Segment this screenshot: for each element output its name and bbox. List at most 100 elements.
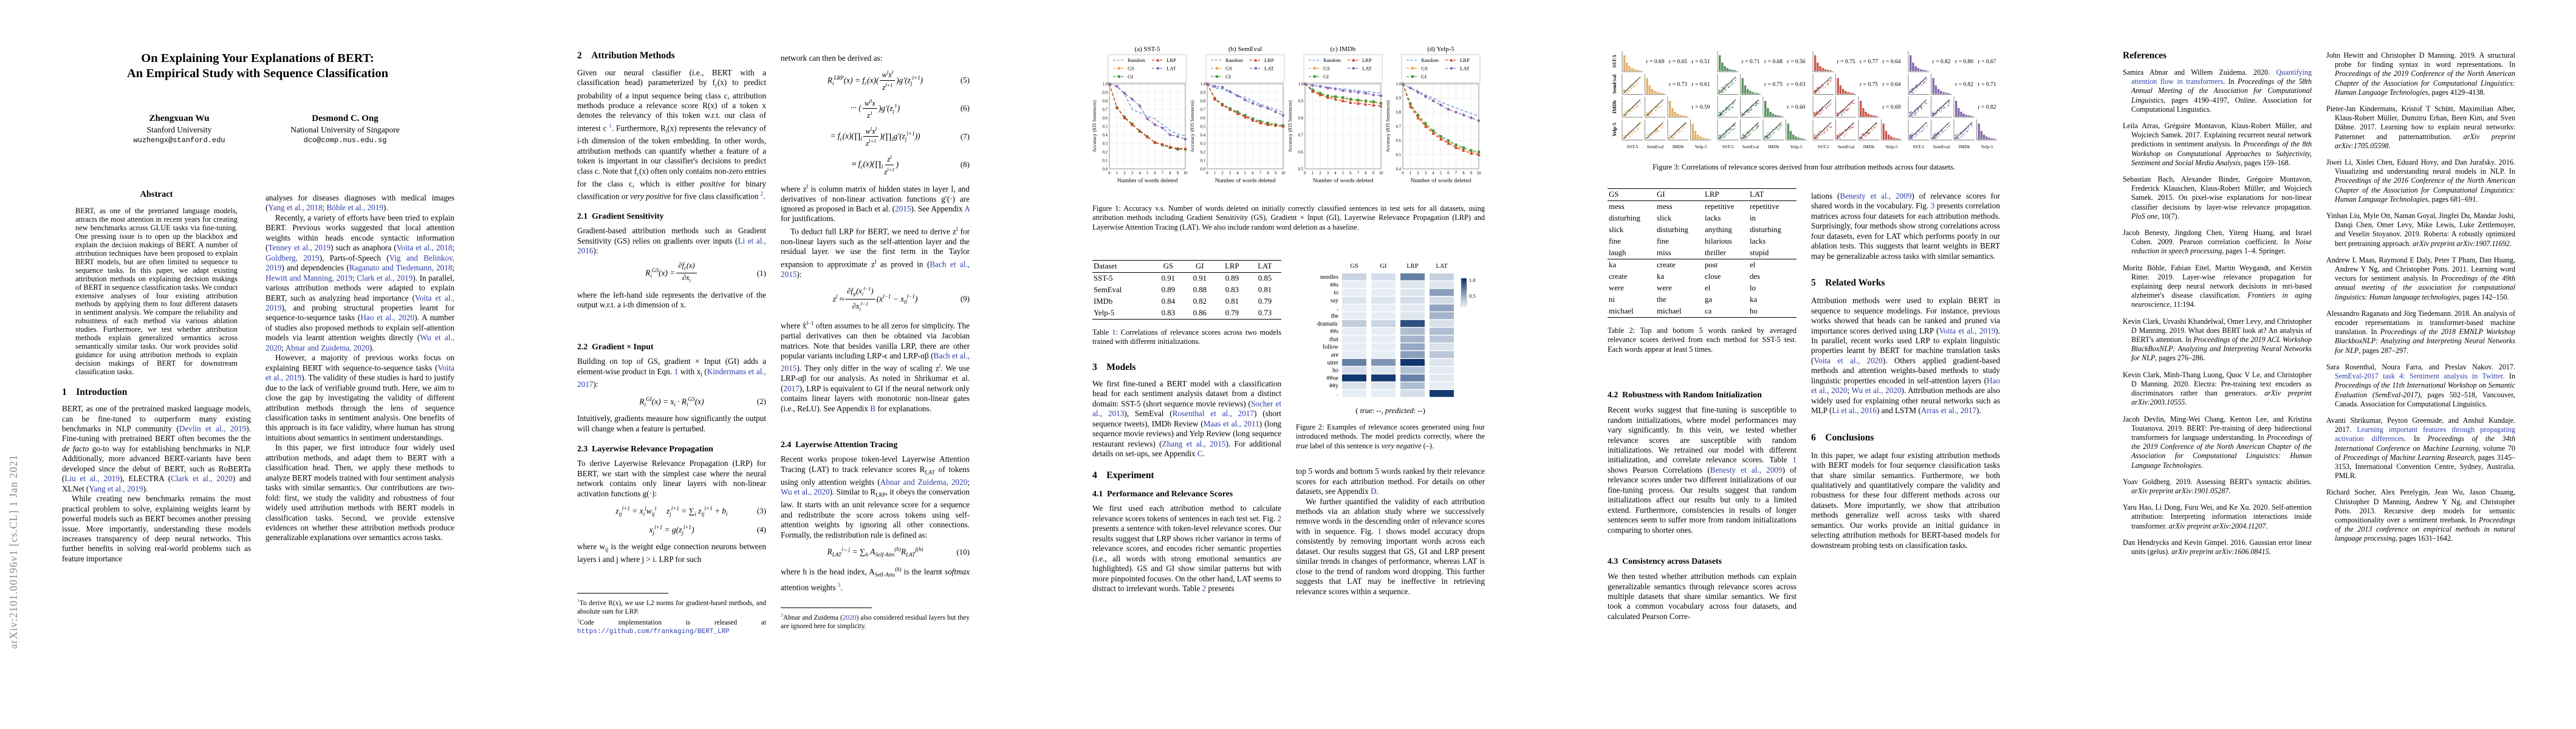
citation-link[interactable]: Raganato and Tiedemann, 2018 — [349, 263, 453, 273]
paragraph: where zl is column matrix of hidden stat… — [781, 183, 970, 224]
citation-link[interactable]: Hewitt and Manning, 2019 — [265, 273, 352, 282]
citation-link[interactable]: Bach et al., 2015 — [781, 259, 970, 279]
svg-text:0.6: 0.6 — [1298, 150, 1304, 154]
citation-link[interactable]: Zhang et al., 2015 — [1162, 439, 1226, 448]
figure1-line-charts: (a) SST-5 0.0 0.1 0.2 0.3 0.4 0.5 0.6 0.7 0.8 0.9 1… — [1091, 44, 1486, 197]
footnote-rule — [577, 593, 668, 594]
citation-link[interactable]: 2015 — [895, 204, 911, 213]
citation-link[interactable]: 2020 — [842, 614, 857, 621]
citation-link[interactable]: Rosenthal et al., 2017 — [1172, 409, 1254, 419]
citation-link[interactable]: Voita et al., 2020 — [1814, 355, 1883, 365]
svg-text:GI: GI — [1323, 74, 1329, 80]
citation-link[interactable]: Liu et al., 2019 — [64, 474, 120, 484]
svg-text:r = 0.51: r = 0.51 — [1692, 59, 1710, 65]
citation-link[interactable]: Benesty et al., 2009 — [1840, 191, 1912, 200]
citation-link[interactable]: Kindermans et al., 2017 — [577, 366, 766, 389]
reference-link[interactable]: SemEval-2017 task 4: Sentiment analysis … — [2335, 372, 2503, 381]
reference-link[interactable]: Quantifying attention flow in transforme… — [2131, 68, 2312, 86]
author-affiliation: Stanford University — [146, 125, 212, 134]
crossref-link[interactable]: 1 — [1377, 526, 1382, 536]
svg-text:0.9: 0.9 — [1298, 99, 1304, 103]
paragraph: top 5 words and bottom 5 words ranked by… — [1296, 467, 1485, 496]
reference-entry: John Hewitt and Christopher D Manning. 2… — [2326, 51, 2515, 97]
citation-link[interactable]: Voita et al., 2018 — [396, 243, 453, 253]
section-4-2-heading: 4.2 Robustness with Random Initializatio… — [1608, 390, 1762, 400]
citation-link[interactable]: Hao et al., 2020 — [1811, 375, 2000, 395]
svg-text:r = 0.60: r = 0.60 — [1787, 104, 1806, 111]
citation-link[interactable]: Yang et al., 2019 — [89, 484, 143, 493]
table-cell: 0.91 — [1161, 274, 1176, 282]
citation-link[interactable]: Vig and Belinkov, 2019 — [265, 253, 454, 273]
page-3: (a) SST-5 0.0 0.1 0.2 0.3 0.4 0.5 0.6 0.7 0.8 0.9 1… — [1030, 0, 1546, 729]
crossref-link[interactable]: 1 — [1792, 455, 1797, 465]
citation-link[interactable]: 2017 — [783, 383, 800, 393]
svg-text:r = 0.82: r = 0.82 — [1955, 82, 1973, 88]
citation-link[interactable]: Tenney et al., 2019 — [268, 243, 331, 253]
crossref-link[interactable]: B — [870, 403, 876, 413]
table-cell: 0.79 — [1225, 309, 1239, 317]
crossref-link[interactable]: C — [1197, 448, 1203, 458]
svg-text:LAT: LAT — [1362, 66, 1372, 72]
table-header-cell: GI — [1184, 260, 1216, 273]
figure3-svg: r = 0.69 r = 0.65 r = 0.51 r = 0.73 r = 0.61… — [1612, 51, 1998, 149]
svg-text:SemEval: SemEval — [1838, 144, 1854, 149]
citation-link[interactable]: Arras et al., 2017 — [1920, 406, 1977, 416]
citation-link[interactable]: Socher et al., 2013 — [1092, 399, 1281, 419]
svg-text:0.5: 0.5 — [1469, 293, 1476, 299]
crossref-link[interactable]: 2 — [1277, 513, 1281, 523]
svg-text:4: 4 — [1432, 171, 1434, 176]
citation-link[interactable]: Voita et al., 2019 — [265, 363, 454, 383]
table-cell: 0.79 — [1258, 297, 1272, 306]
paragraph: Recently, a variety of efforts have been… — [265, 213, 455, 352]
citation-link[interactable]: Li et al., 2016 — [577, 236, 766, 256]
author-block-2: Desmond C. Ong National University of Si… — [257, 113, 433, 146]
reference-entry: Kevin Clark, Urvashi Khandelwal, Omer Le… — [2123, 317, 2312, 363]
crossref-link[interactable]: 1 — [674, 366, 679, 376]
crossref-link[interactable]: 1 — [1112, 328, 1116, 337]
citation-link[interactable]: Voita et al., 2019 — [1939, 326, 1996, 335]
crossref-link[interactable]: 2 — [1202, 584, 1207, 594]
crossref-link[interactable]: D — [1371, 487, 1377, 496]
citation-link[interactable]: Clark et al., 2020 — [171, 474, 233, 484]
citation-link[interactable]: Wu et al., 2020 — [1851, 386, 1902, 395]
author-email[interactable]: dco@comp.nus.edu.sg — [303, 136, 387, 145]
citation-link[interactable]: Abnar and Zuidema, 2020 — [880, 477, 968, 487]
citation-link[interactable]: Böhle et al., 2019 — [326, 203, 383, 213]
citation-link[interactable]: Hao et al., 2020 — [360, 313, 415, 323]
crossref-link[interactable]: A — [964, 204, 970, 213]
svg-text:r = 0.80: r = 0.80 — [1955, 59, 1973, 65]
table-cell: 0.86 — [1193, 309, 1207, 317]
citation-link[interactable]: Benesty et al., 2009 — [1710, 465, 1783, 474]
svg-text:GS: GS — [1350, 263, 1358, 270]
citation-link[interactable]: Yang et al., 2018 — [268, 203, 323, 213]
author-email[interactable]: wuzhengx@stanford.edu — [133, 136, 225, 145]
abstract-text: BERT, as one of the pretrianed language … — [75, 207, 238, 377]
crossref-link[interactable]: 3 — [1930, 201, 1935, 211]
author-name: Zhengxuan Wu — [149, 114, 210, 123]
svg-text:r = 0.64: r = 0.64 — [1883, 59, 1901, 65]
table-cell: slick — [1657, 214, 1672, 222]
citation-link[interactable]: Wu et al., 2020 — [265, 333, 455, 352]
citation-link[interactable]: Clark et al., 2019 — [357, 273, 413, 282]
code-repository-link[interactable]: https://github.com/frankaging/BERT_LRP — [577, 628, 730, 636]
citation-link[interactable]: Abnar and Zuidema, 2020 — [285, 343, 370, 352]
citation-link[interactable]: Voita et al., 2019 — [265, 293, 454, 312]
citation-link[interactable]: Li et al., 2016 — [1832, 406, 1877, 416]
paragraph: analyses for diseases diagnoses with med… — [265, 193, 454, 213]
reference-entry: Sara Rosenthal, Noura Farra, and Preslav… — [2326, 362, 2516, 408]
page3-column-2: GS GI LRP LAT needles ##s to say, the dramatic ##s… — [1296, 260, 1485, 597]
reference-link[interactable]: Learning important features through prop… — [2335, 425, 2515, 443]
arxiv-watermark[interactable]: arXiv:2101.00196v1 [cs.CL] 1 Jan 2021 — [7, 454, 19, 649]
svg-text:10: 10 — [1379, 171, 1383, 176]
svg-text:LRP: LRP — [1362, 57, 1372, 63]
table-row: slick disturbing anything disturbing — [1608, 224, 1797, 236]
citation-link[interactable]: Wu et al., 2020 — [781, 487, 830, 497]
citation-link[interactable]: Maas et al., 2011 — [1203, 419, 1259, 428]
citation-link[interactable]: Bach et al., 2015 — [781, 351, 970, 373]
citation-link[interactable]: Goldberg, 2019 — [265, 253, 320, 262]
table-header-cell: Dataset — [1092, 260, 1153, 273]
table-cell: mess — [1609, 202, 1625, 211]
citation-link[interactable]: Devlin et al., 2019 — [179, 423, 247, 433]
table-cell: IMDb — [1094, 297, 1113, 306]
svg-text:SST-5: SST-5 — [1722, 144, 1734, 149]
